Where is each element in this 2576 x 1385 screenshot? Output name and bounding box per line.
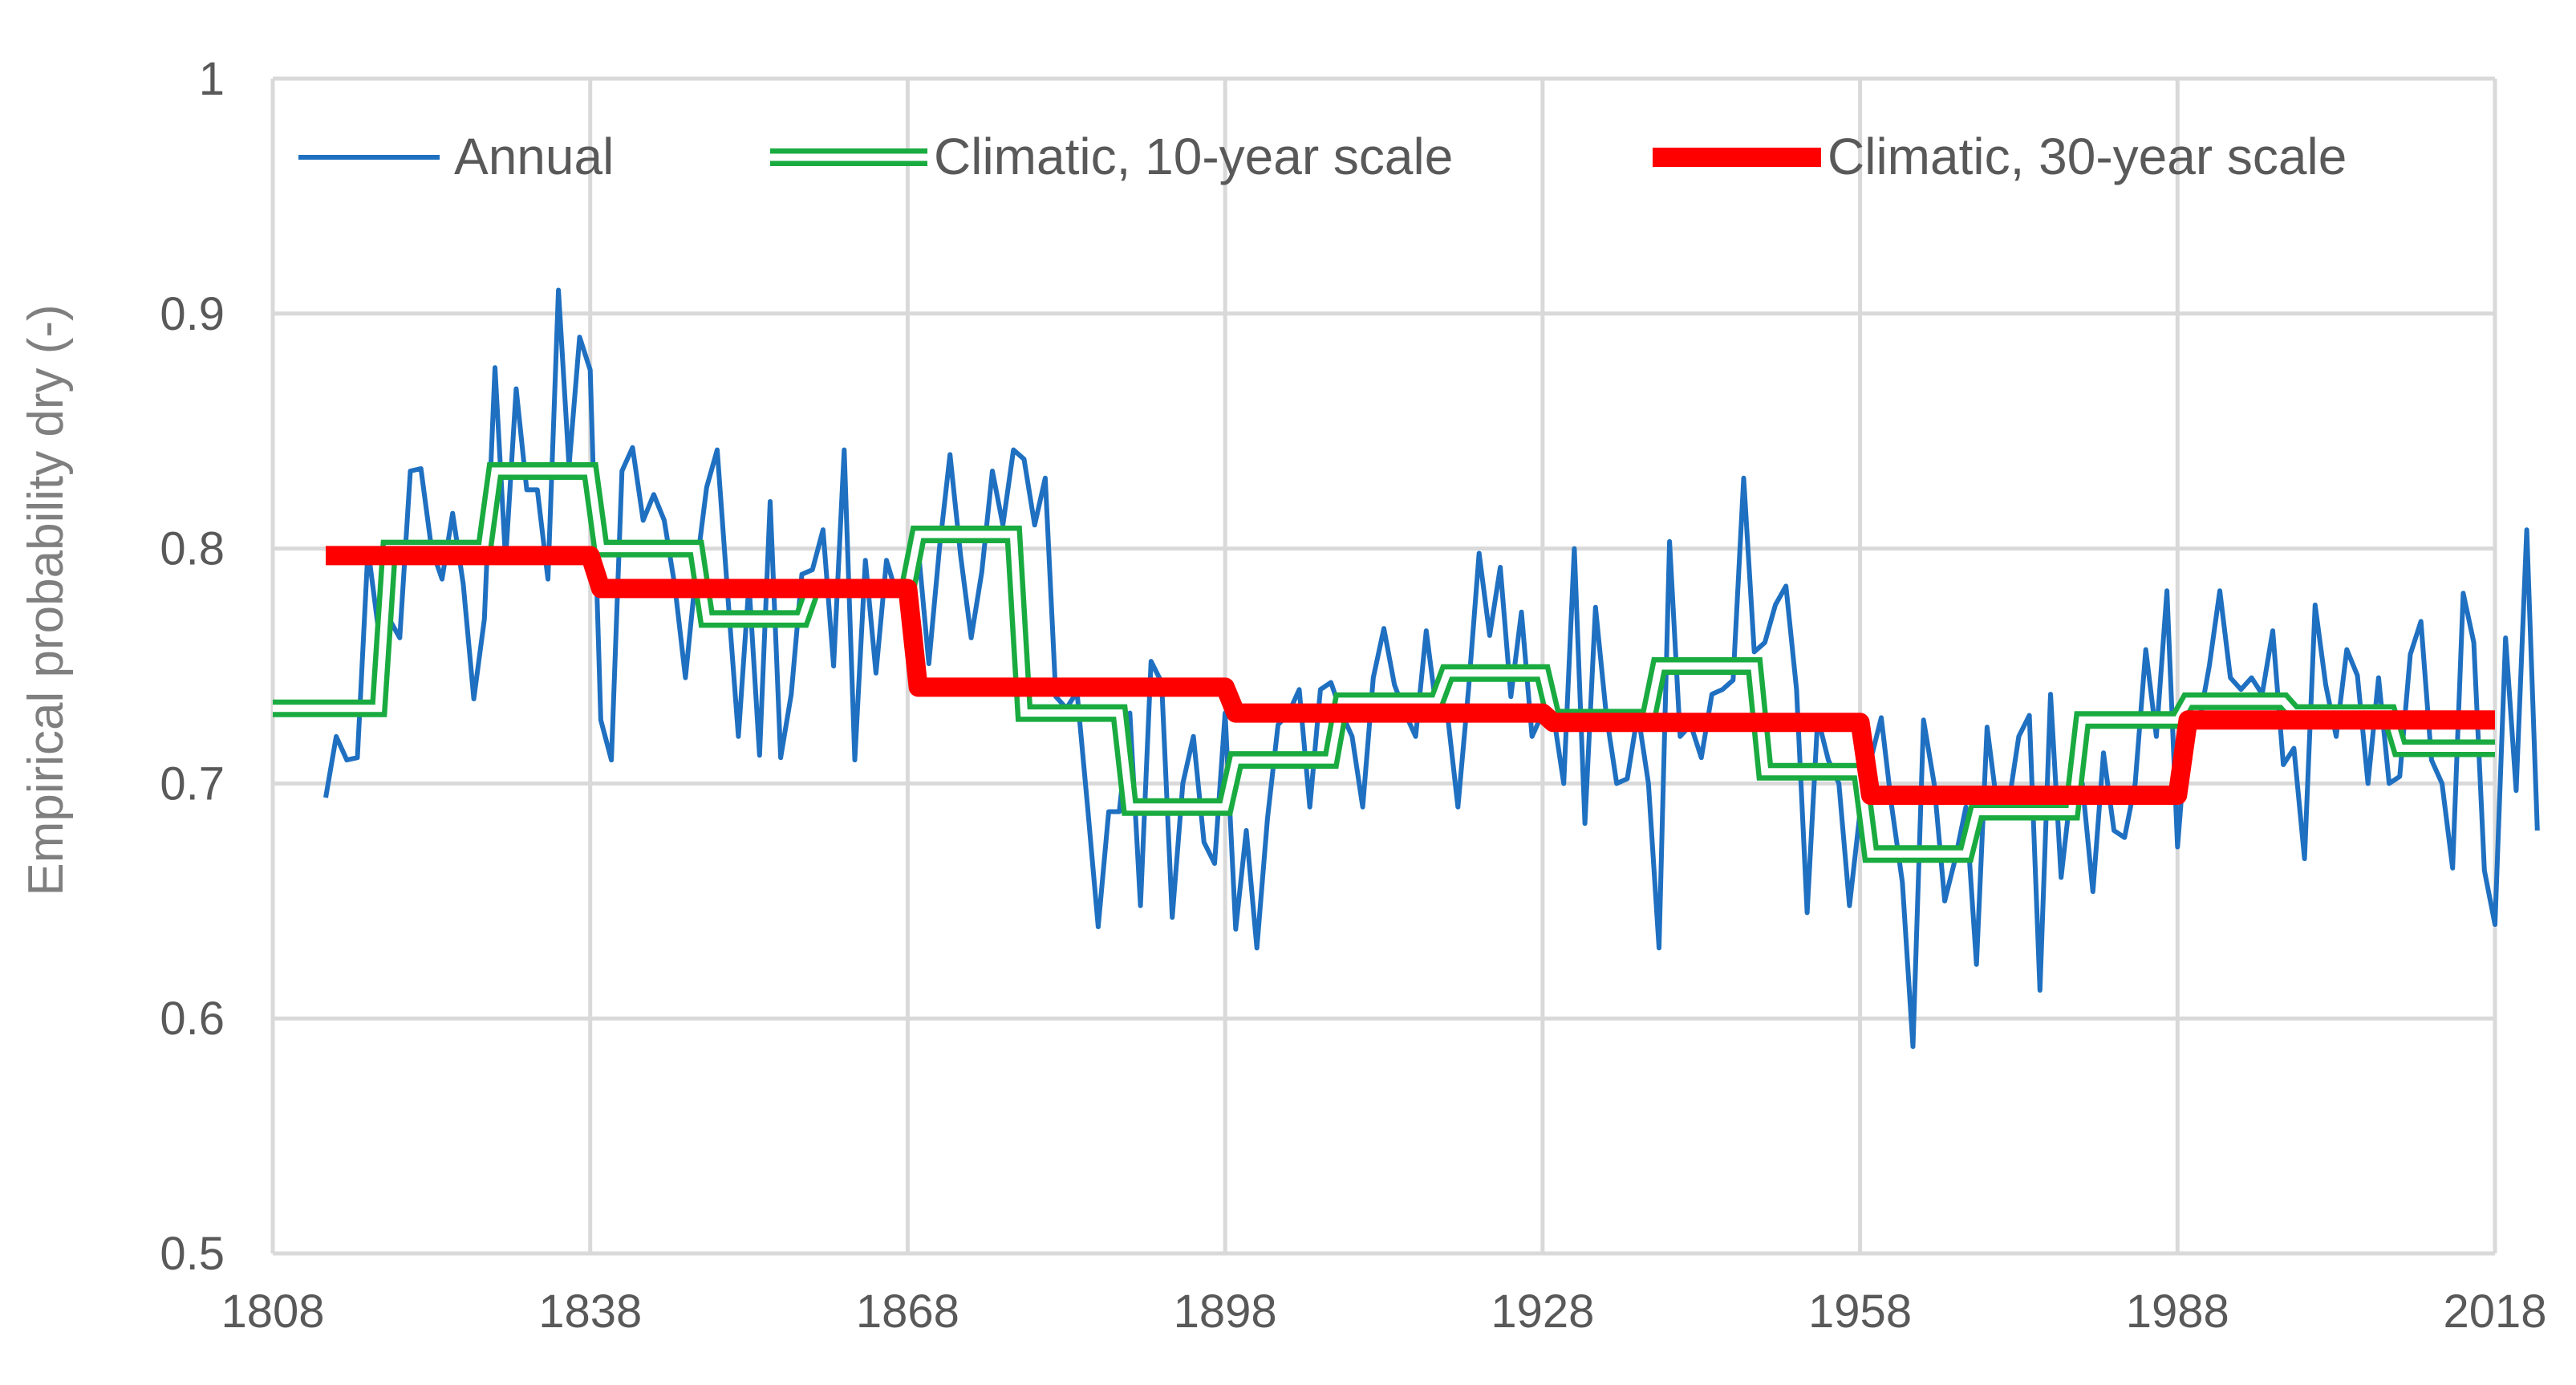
x-tick-label: 2018 (2443, 1285, 2546, 1338)
x-tick-label: 1928 (1491, 1285, 1594, 1338)
y-tick-label: 0.5 (160, 1228, 225, 1280)
series-annual-line (323, 287, 2540, 1050)
legend-label-annual: Annual (454, 128, 614, 185)
y-tick-label: 0.8 (160, 523, 225, 575)
x-tick-label: 1838 (538, 1285, 642, 1338)
y-axis-title: Empirical probability dry (-) (18, 304, 74, 896)
y-tick-label: 0.9 (160, 288, 225, 340)
y-tick-label: 0.6 (160, 993, 225, 1045)
x-tick-label: 1808 (221, 1285, 324, 1338)
legend-label-climatic30: Climatic, 30-year scale (1828, 128, 2347, 185)
plot-series (273, 287, 2540, 1050)
legend: Annual Climatic, 10-year scale Climatic,… (298, 128, 2347, 185)
x-tick-label: 1958 (1808, 1285, 1912, 1338)
x-tick-label: 1988 (2126, 1285, 2229, 1338)
y-tick-label: 1 (199, 53, 225, 105)
tick-labels: 0.5 0.6 0.7 0.8 0.9 1 1808 1838 1868 1898 1928 1958… (160, 53, 2546, 1338)
x-tick-label: 1898 (1174, 1285, 1277, 1338)
legend-label-climatic10: Climatic, 10-year scale (934, 128, 1453, 185)
series-climatic30-line (326, 546, 2495, 805)
gridlines (270, 76, 2497, 1256)
y-tick-label: 0.7 (160, 757, 225, 810)
series-climatic10-core (273, 467, 2495, 858)
x-tick-label: 1868 (856, 1285, 959, 1338)
